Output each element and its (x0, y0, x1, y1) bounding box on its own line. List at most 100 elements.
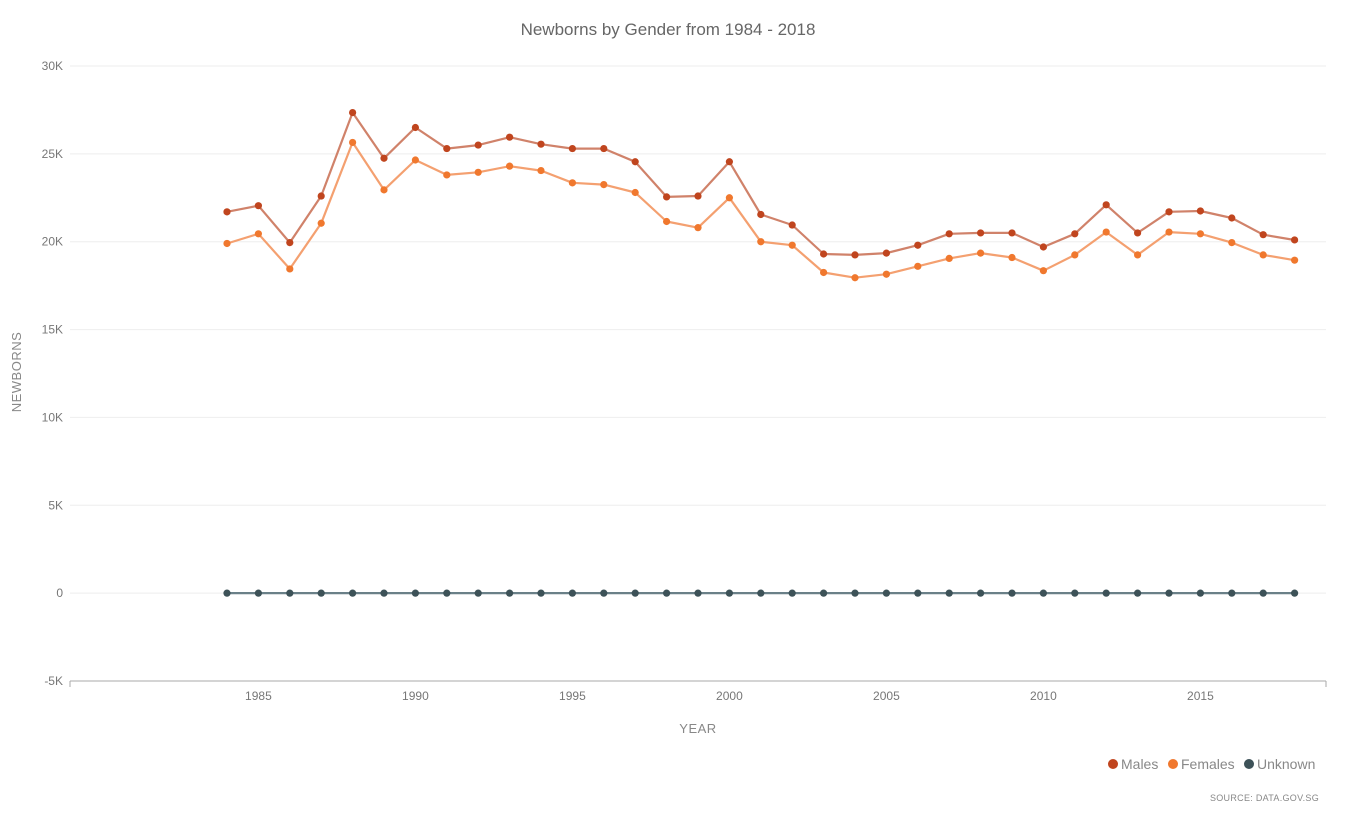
data-point-females[interactable] (286, 265, 294, 273)
data-point-males[interactable] (286, 238, 294, 247)
data-point-males[interactable] (506, 133, 514, 141)
data-point-unknown[interactable] (537, 589, 545, 597)
data-point-unknown[interactable] (977, 589, 985, 597)
data-point-males[interactable] (694, 192, 702, 200)
data-point-males[interactable] (600, 144, 608, 153)
data-point-unknown[interactable] (411, 589, 419, 597)
data-point-females[interactable] (631, 188, 639, 197)
data-point-males[interactable] (1228, 214, 1236, 222)
data-point-females[interactable] (568, 179, 577, 187)
legend-item-males[interactable]: Males (1108, 756, 1158, 772)
data-point-unknown[interactable] (600, 589, 608, 597)
data-point-males[interactable] (254, 202, 262, 210)
data-point-females[interactable] (820, 268, 828, 277)
data-point-unknown[interactable] (757, 589, 765, 597)
data-point-unknown[interactable] (317, 589, 325, 597)
data-point-males[interactable] (1196, 207, 1204, 215)
data-point-males[interactable] (757, 210, 765, 219)
data-point-unknown[interactable] (788, 589, 796, 597)
data-point-unknown[interactable] (506, 589, 514, 597)
data-point-unknown[interactable] (1291, 589, 1299, 597)
legend-item-females[interactable]: Females (1168, 756, 1235, 772)
data-point-females[interactable] (663, 217, 671, 226)
data-point-unknown[interactable] (223, 589, 231, 597)
data-point-males[interactable] (1071, 230, 1079, 238)
data-point-males[interactable] (631, 158, 639, 166)
legend[interactable]: Males Females Unknown (1108, 756, 1315, 772)
data-point-unknown[interactable] (1008, 589, 1016, 597)
data-point-males[interactable] (411, 123, 419, 132)
data-point-unknown[interactable] (443, 589, 451, 597)
data-point-females[interactable] (977, 249, 985, 257)
data-point-males[interactable] (474, 141, 482, 149)
data-point-males[interactable] (663, 193, 671, 201)
data-point-unknown[interactable] (1228, 589, 1236, 597)
data-point-males[interactable] (1165, 208, 1173, 216)
data-point-females[interactable] (537, 166, 545, 175)
data-point-males[interactable] (223, 208, 231, 216)
data-point-females[interactable] (1039, 267, 1047, 275)
data-point-unknown[interactable] (380, 589, 388, 597)
data-point-females[interactable] (411, 156, 419, 164)
data-point-females[interactable] (945, 254, 953, 263)
data-point-females[interactable] (254, 230, 262, 238)
data-point-males[interactable] (568, 144, 577, 153)
data-point-females[interactable] (506, 162, 514, 170)
data-point-females[interactable] (317, 219, 325, 227)
data-point-females[interactable] (914, 262, 922, 270)
data-point-unknown[interactable] (1196, 589, 1204, 597)
data-point-females[interactable] (788, 241, 796, 249)
data-point-unknown[interactable] (1134, 589, 1142, 597)
data-point-males[interactable] (914, 241, 922, 249)
data-point-females[interactable] (1071, 251, 1079, 259)
data-point-males[interactable] (349, 108, 357, 117)
data-point-unknown[interactable] (945, 589, 953, 597)
data-point-females[interactable] (757, 238, 765, 246)
data-point-unknown[interactable] (1165, 589, 1173, 597)
data-point-unknown[interactable] (568, 589, 577, 597)
data-point-unknown[interactable] (820, 589, 828, 597)
data-point-males[interactable] (882, 249, 891, 257)
data-point-unknown[interactable] (882, 589, 891, 597)
data-point-males[interactable] (1134, 229, 1142, 237)
data-point-unknown[interactable] (1102, 589, 1110, 597)
data-point-females[interactable] (1134, 251, 1142, 259)
data-point-males[interactable] (945, 230, 953, 238)
data-point-males[interactable] (317, 192, 325, 200)
data-point-males[interactable] (443, 144, 451, 153)
data-point-females[interactable] (349, 138, 357, 147)
legend-item-unknown[interactable]: Unknown (1244, 756, 1315, 772)
data-point-females[interactable] (474, 168, 482, 176)
data-point-unknown[interactable] (474, 589, 482, 597)
data-point-unknown[interactable] (914, 589, 922, 597)
data-point-females[interactable] (1102, 228, 1110, 236)
data-point-unknown[interactable] (254, 589, 262, 597)
data-point-females[interactable] (443, 171, 451, 179)
data-point-males[interactable] (1291, 236, 1299, 244)
data-point-unknown[interactable] (286, 589, 294, 597)
data-point-females[interactable] (380, 186, 388, 194)
data-point-males[interactable] (725, 158, 734, 166)
data-point-males[interactable] (380, 154, 388, 162)
data-point-unknown[interactable] (725, 589, 734, 597)
data-point-females[interactable] (851, 274, 859, 282)
data-point-males[interactable] (820, 250, 828, 258)
data-point-unknown[interactable] (1259, 589, 1267, 597)
data-point-males[interactable] (537, 140, 545, 148)
data-point-females[interactable] (1259, 251, 1267, 259)
data-point-females[interactable] (725, 194, 734, 202)
data-point-males[interactable] (977, 229, 985, 237)
data-point-unknown[interactable] (1039, 589, 1047, 597)
data-point-females[interactable] (1228, 238, 1236, 247)
data-point-males[interactable] (851, 251, 859, 259)
data-point-males[interactable] (1102, 201, 1110, 209)
data-point-unknown[interactable] (694, 589, 702, 597)
data-point-females[interactable] (600, 181, 608, 189)
data-point-females[interactable] (1196, 230, 1204, 238)
data-point-unknown[interactable] (663, 589, 671, 597)
data-point-males[interactable] (1039, 243, 1047, 251)
data-point-unknown[interactable] (1071, 589, 1079, 597)
data-point-unknown[interactable] (631, 589, 639, 597)
data-point-males[interactable] (1259, 231, 1267, 239)
data-point-females[interactable] (1008, 253, 1016, 262)
